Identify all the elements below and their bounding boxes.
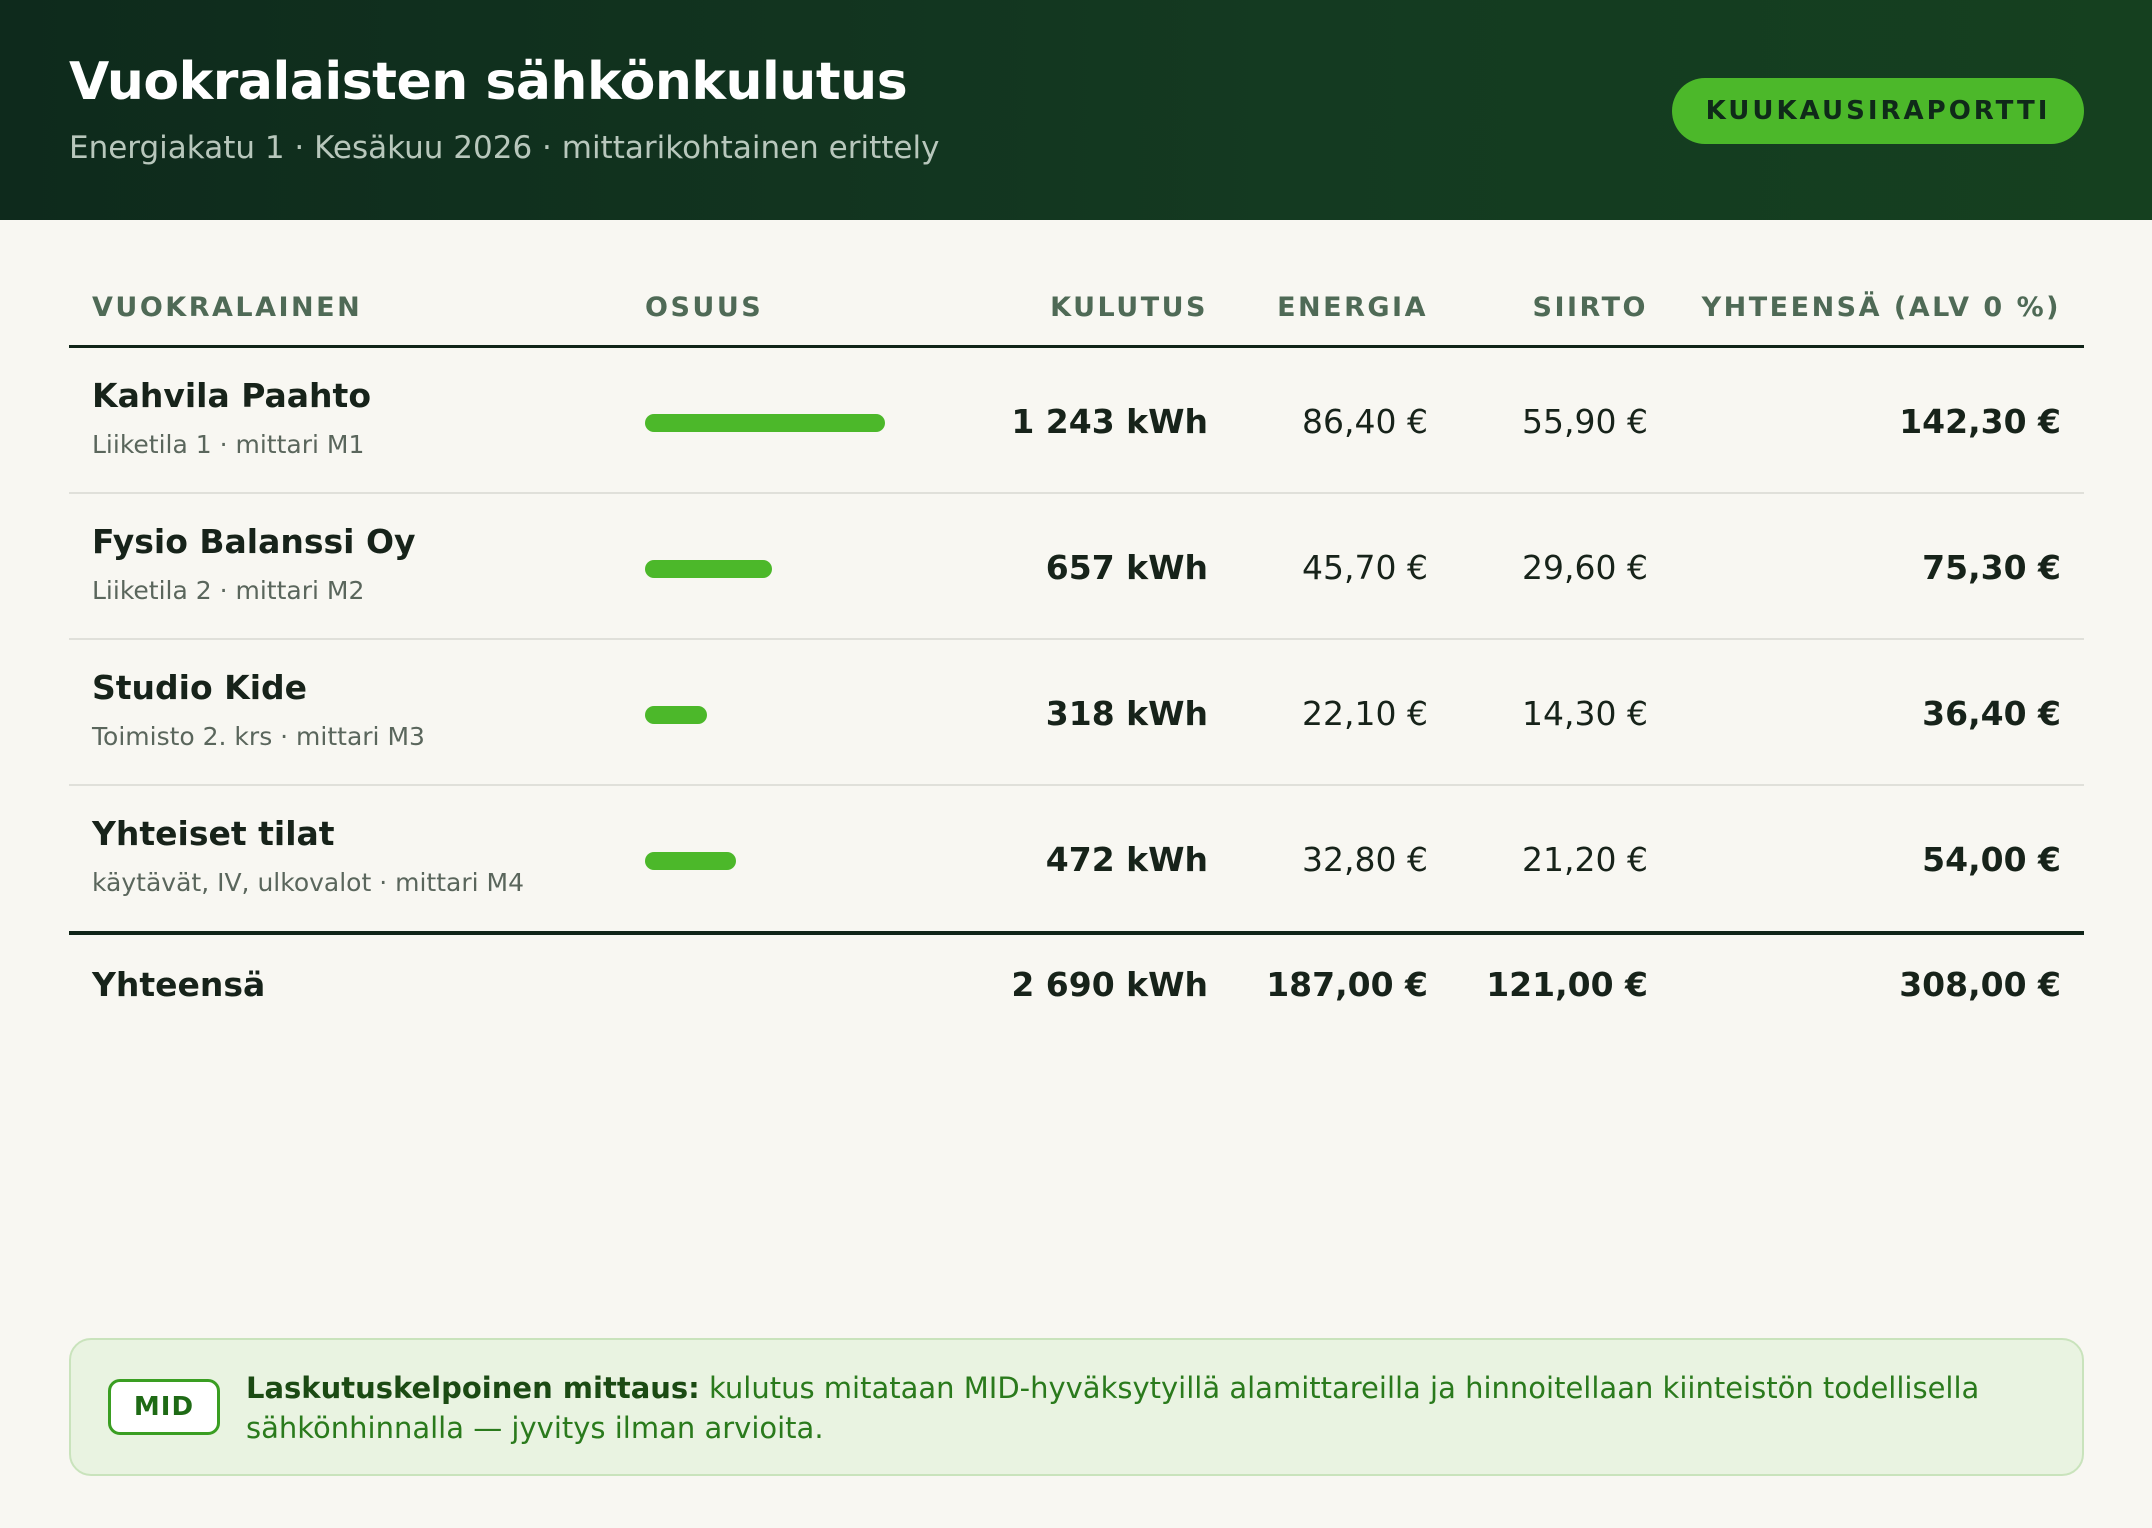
tenant-name: Studio Kide bbox=[92, 668, 308, 707]
consumption-value: 1 243 kWh bbox=[1011, 402, 1208, 441]
monthly-report-button[interactable]: KUUKAUSIRAPORTTI bbox=[1672, 78, 2084, 144]
table-row: Fysio Balanssi Oy Liiketila 2 · mittari … bbox=[69, 494, 2084, 640]
column-header-energy: ENERGIA bbox=[1277, 292, 1428, 323]
tenant-name: Fysio Balanssi Oy bbox=[92, 522, 416, 561]
table-row: Studio Kide Toimisto 2. krs · mittari M3… bbox=[69, 640, 2084, 786]
energy-value: 45,70 € bbox=[1302, 548, 1428, 587]
totals-transfer: 121,00 € bbox=[1486, 965, 1648, 1004]
energy-value: 86,40 € bbox=[1302, 402, 1428, 441]
page-header: Vuokralaisten sähkönkulutus Energiakatu … bbox=[0, 0, 2152, 220]
share-bar bbox=[645, 706, 707, 724]
row-divider bbox=[69, 492, 2084, 494]
share-bar bbox=[645, 414, 885, 432]
tenant-detail: käytävät, IV, ulkovalot · mittari M4 bbox=[92, 868, 524, 897]
column-header-total: YHTEENSÄ (ALV 0 %) bbox=[1701, 292, 2061, 323]
column-header-consumption: KULUTUS bbox=[1050, 292, 1208, 323]
tenant-detail: Liiketila 2 · mittari M2 bbox=[92, 576, 365, 605]
transfer-value: 55,90 € bbox=[1522, 402, 1648, 441]
totals-energy: 187,00 € bbox=[1266, 965, 1428, 1004]
note-text: Laskutuskelpoinen mittaus: kulutus mitat… bbox=[246, 1368, 2056, 1448]
total-value: 142,30 € bbox=[1899, 402, 2061, 441]
tenant-name: Kahvila Paahto bbox=[92, 376, 372, 415]
consumption-value: 318 kWh bbox=[1045, 694, 1208, 733]
note-body: kulutus mitataan MID-hyväksytyillä alami… bbox=[246, 1371, 1980, 1445]
consumption-value: 472 kWh bbox=[1045, 840, 1208, 879]
mid-badge: MID bbox=[108, 1379, 220, 1435]
energy-value: 32,80 € bbox=[1302, 840, 1428, 879]
total-value: 75,30 € bbox=[1922, 548, 2061, 587]
totals-divider bbox=[69, 931, 2084, 935]
row-divider bbox=[69, 784, 2084, 786]
totals-label: Yhteensä bbox=[92, 965, 266, 1004]
totals-row: Yhteensä 2 690 kWh 187,00 € 121,00 € 308… bbox=[69, 935, 2084, 1035]
table-row: Yhteiset tilat käytävät, IV, ulkovalot ·… bbox=[69, 786, 2084, 932]
mid-info-note: MID Laskutuskelpoinen mittaus: kulutus m… bbox=[69, 1338, 2084, 1476]
column-header-share: OSUUS bbox=[645, 292, 764, 323]
row-divider bbox=[69, 638, 2084, 640]
consumption-value: 657 kWh bbox=[1045, 548, 1208, 587]
column-header-transfer: SIIRTO bbox=[1532, 292, 1648, 323]
tenant-name: Yhteiset tilat bbox=[92, 814, 335, 853]
totals-consumption: 2 690 kWh bbox=[1011, 965, 1208, 1004]
total-value: 54,00 € bbox=[1922, 840, 2061, 879]
totals-total: 308,00 € bbox=[1899, 965, 2061, 1004]
column-header-tenant: VUOKRALAINEN bbox=[92, 292, 363, 323]
page-title: Vuokralaisten sähkönkulutus bbox=[69, 52, 908, 112]
transfer-value: 14,30 € bbox=[1522, 694, 1648, 733]
page-subtitle: Energiakatu 1 · Kesäkuu 2026 · mittariko… bbox=[69, 130, 940, 166]
share-bar bbox=[645, 560, 772, 578]
transfer-value: 29,60 € bbox=[1522, 548, 1648, 587]
table-row: Kahvila Paahto Liiketila 1 · mittari M1 … bbox=[69, 348, 2084, 494]
share-bar bbox=[645, 852, 736, 870]
transfer-value: 21,20 € bbox=[1522, 840, 1648, 879]
note-lead: Laskutuskelpoinen mittaus: bbox=[246, 1371, 700, 1405]
tenant-detail: Liiketila 1 · mittari M1 bbox=[92, 430, 365, 459]
tenant-detail: Toimisto 2. krs · mittari M3 bbox=[92, 722, 425, 751]
energy-value: 22,10 € bbox=[1302, 694, 1428, 733]
header-divider bbox=[69, 345, 2084, 348]
total-value: 36,40 € bbox=[1922, 694, 2061, 733]
